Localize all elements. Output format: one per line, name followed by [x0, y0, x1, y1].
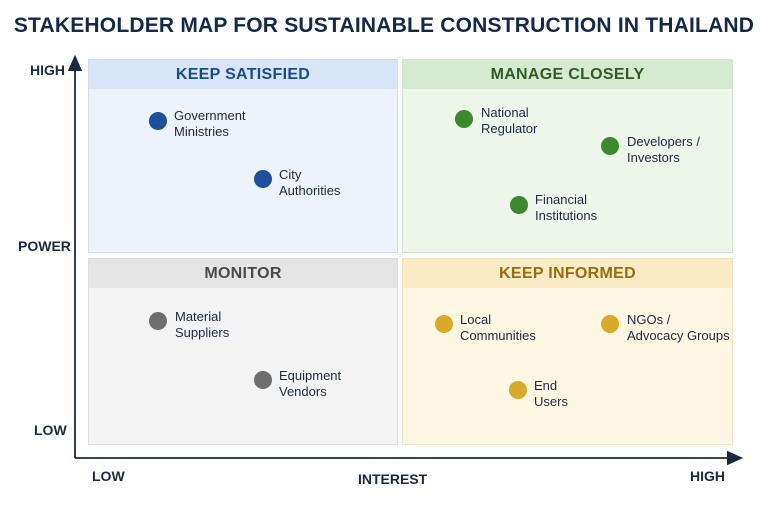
stakeholder-label-line: Vendors — [279, 384, 327, 399]
quadrant-monitor: MONITOR — [88, 258, 398, 445]
stakeholder-national-regulator: National Regulator — [481, 105, 537, 137]
quadrant-keep-satisfied: KEEP SATISFIED — [88, 59, 398, 253]
stakeholder-label-line: Financial — [535, 192, 588, 207]
stakeholder-marker — [149, 112, 167, 130]
stakeholder-marker — [254, 371, 272, 389]
stakeholder-label-line: Communities — [460, 328, 536, 343]
stakeholder-label-line: Authorities — [279, 183, 341, 198]
stakeholder-label-line: Local — [460, 312, 492, 327]
stakeholder-label-line: Institutions — [535, 208, 598, 223]
stakeholder-material-suppliers: Material Suppliers — [175, 309, 229, 341]
stakeholder-label-line: City — [279, 167, 302, 182]
stakeholder-marker — [149, 312, 167, 330]
y-axis-high-label: HIGH — [30, 62, 65, 78]
quadrant-keep-informed: KEEP INFORMED — [402, 258, 733, 445]
stakeholder-local-communities: Local Communities — [460, 312, 536, 344]
stakeholder-label-line: Advocacy Groups — [627, 328, 730, 343]
stakeholder-marker — [510, 196, 528, 214]
stakeholder-label-line: Government — [174, 108, 246, 123]
stakeholder-marker — [601, 137, 619, 155]
stakeholder-label-line: End — [534, 378, 558, 393]
stakeholder-developers-investors: Developers / Investors — [627, 134, 700, 166]
stakeholder-ngos-advocacy-groups: NGOs / Advocacy Groups — [627, 312, 730, 344]
stakeholder-label-line: Equipment — [279, 368, 342, 383]
quadrant-label: KEEP INFORMED — [403, 259, 732, 288]
x-axis-low-label: LOW — [92, 468, 125, 484]
stakeholder-city-authorities: City Authorities — [279, 167, 340, 199]
quadrant-label: KEEP SATISFIED — [89, 60, 397, 89]
x-axis-high-label: HIGH — [690, 468, 725, 484]
page-title: STAKEHOLDER MAP FOR SUSTAINABLE CONSTRUC… — [13, 14, 755, 37]
stakeholder-label-line: Investors — [627, 150, 680, 165]
stakeholder-marker — [254, 170, 272, 188]
stakeholder-marker — [435, 315, 453, 333]
stakeholder-marker — [509, 381, 527, 399]
stakeholder-label-line: Developers / — [627, 134, 700, 149]
y-axis-title: POWER — [18, 238, 71, 254]
stakeholder-end-users: End Users — [534, 378, 568, 410]
stakeholder-marker — [455, 110, 473, 128]
stakeholder-label-line: NGOs / — [627, 312, 671, 327]
stakeholder-label-line: Regulator — [481, 121, 538, 136]
stakeholder-label-line: Material — [175, 309, 222, 324]
stakeholder-marker — [601, 315, 619, 333]
quadrant-label: MONITOR — [89, 259, 397, 288]
stakeholder-label-line: Suppliers — [175, 325, 230, 340]
stakeholder-label-line: National — [481, 105, 529, 120]
stakeholder-equipment-vendors: Equipment Vendors — [279, 368, 341, 400]
stakeholder-label-line: Ministries — [174, 124, 229, 139]
y-axis-low-label: LOW — [34, 422, 67, 438]
stakeholder-government-ministries: Government Ministries — [174, 108, 246, 140]
quadrant-manage-closely: MANAGE CLOSELY — [402, 59, 733, 253]
quadrant-label: MANAGE CLOSELY — [403, 60, 732, 89]
stakeholder-financial-institutions: Financial Institutions — [535, 192, 597, 224]
stakeholder-label-line: Users — [534, 394, 568, 409]
x-axis-title: INTEREST — [358, 471, 428, 487]
